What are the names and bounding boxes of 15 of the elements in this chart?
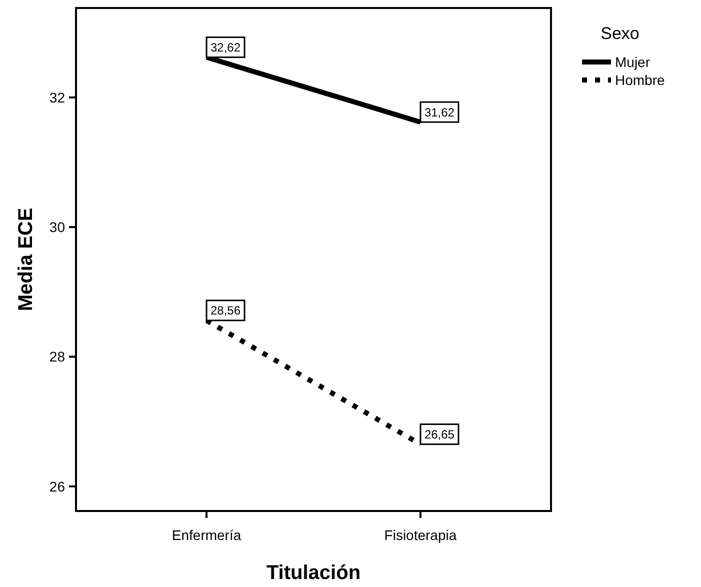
- data-label: 26,65: [424, 427, 455, 442]
- legend-title: Sexo: [600, 24, 640, 43]
- y-axis-title: Media ECE: [15, 208, 37, 312]
- legend-label: Mujer: [615, 54, 650, 70]
- y-tick-label: 30: [49, 218, 66, 235]
- legend-label: Hombre: [615, 72, 666, 88]
- data-label: 28,56: [210, 304, 241, 318]
- y-tick-label: 32: [49, 89, 66, 106]
- data-label: 32,62: [210, 40, 241, 54]
- x-tick-label: Enfermería: [172, 527, 242, 543]
- y-tick-label: 26: [49, 478, 66, 494]
- x-axis-title: Titulación: [266, 562, 361, 584]
- x-tick-label: Fisioterapia: [384, 527, 457, 543]
- data-label: 31,62: [424, 105, 455, 120]
- y-tick-label: 28: [49, 348, 66, 365]
